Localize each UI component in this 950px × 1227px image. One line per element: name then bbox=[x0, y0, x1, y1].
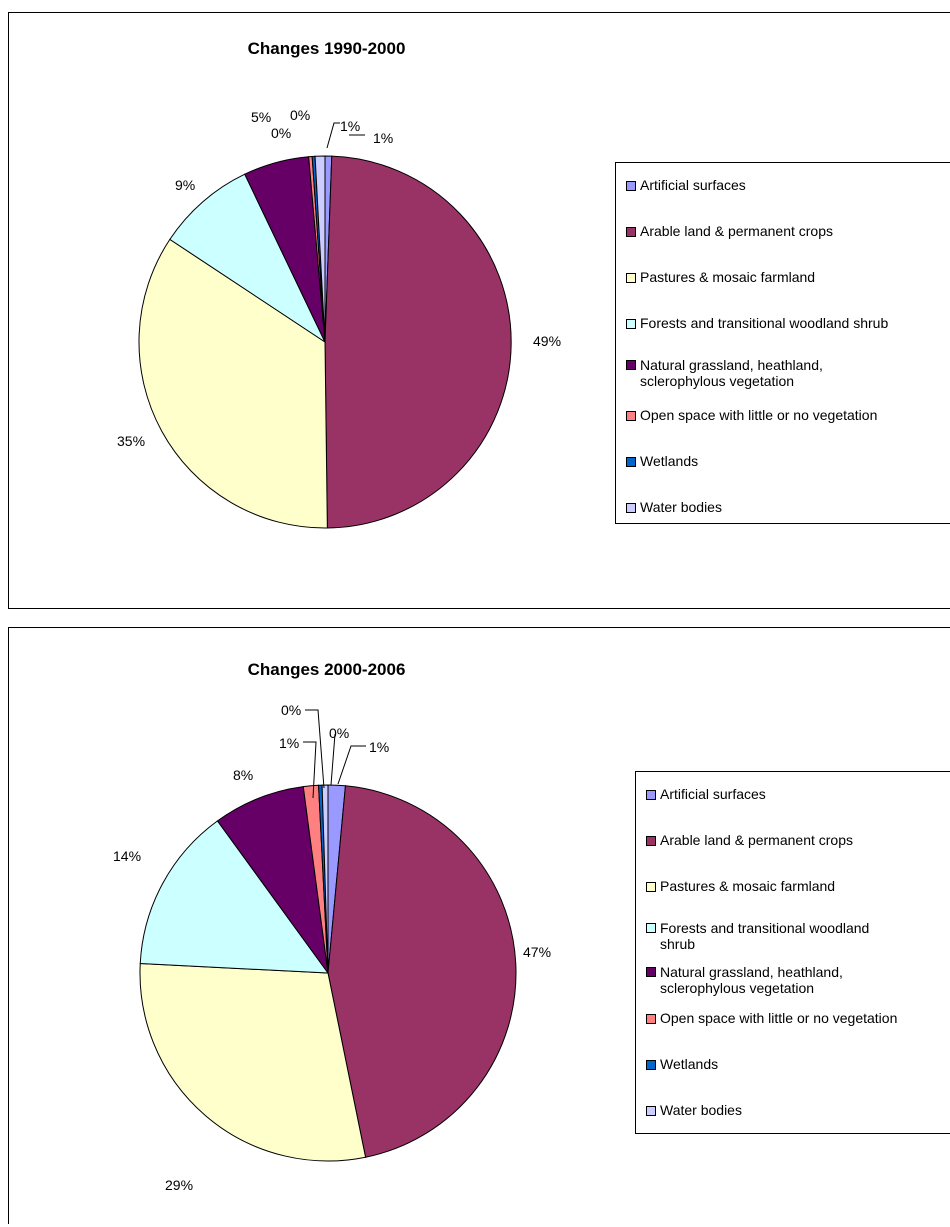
data-label-open-space-with-little-or-no-vegetation: 1% bbox=[279, 735, 299, 751]
legend-label: Artificial surfaces bbox=[640, 177, 746, 193]
legend-label: Wetlands bbox=[660, 1056, 719, 1072]
data-label-water-bodies: 0% bbox=[329, 725, 349, 741]
legend-swatch bbox=[646, 836, 656, 846]
data-label-arable-land-permanent-crops: 49% bbox=[533, 333, 561, 349]
legend-swatch bbox=[626, 411, 636, 421]
data-label-wetlands: 0% bbox=[290, 107, 310, 123]
pie-slice-water-bodies bbox=[314, 155, 326, 343]
data-label-leader-line bbox=[326, 122, 340, 149]
data-label-leader-line bbox=[337, 745, 366, 785]
legend-swatch bbox=[646, 882, 656, 892]
chart-title: Changes 2000-2006 bbox=[247, 660, 406, 679]
legend-swatch bbox=[646, 923, 656, 933]
pie-slice-natural-grassland-heathland-sclerophylous-vegetation bbox=[216, 786, 329, 974]
pie-chart-1990-2000: 1%49%35%9%5%0%0%1% bbox=[117, 107, 561, 529]
data-label-natural-grassland-heathland-sclerophylous-vegetation: 5% bbox=[251, 109, 271, 125]
data-label-natural-grassland-heathland-sclerophylous-vegetation: 8% bbox=[233, 767, 253, 783]
legend-swatch bbox=[626, 457, 636, 467]
legend-label: Water bodies bbox=[660, 1102, 742, 1118]
legend-swatch bbox=[626, 319, 636, 329]
chart-legend: Artificial surfaces Arable land & permane… bbox=[615, 162, 950, 524]
data-label-pastures-mosaic-farmland: 29% bbox=[165, 1177, 193, 1193]
legend-swatch bbox=[626, 227, 636, 237]
legend-label: Arable land & permanent crops bbox=[660, 832, 853, 848]
legend-label: Natural grassland, heathland, sclerophyl… bbox=[640, 357, 823, 389]
data-label-wetlands: 0% bbox=[281, 702, 301, 718]
data-label-arable-land-permanent-crops: 47% bbox=[523, 944, 551, 960]
legend-swatch bbox=[646, 1060, 656, 1070]
legend-swatch bbox=[646, 1014, 656, 1024]
chart-title: Changes 1990-2000 bbox=[247, 39, 406, 58]
legend-swatch bbox=[646, 790, 656, 800]
legend-swatch bbox=[626, 503, 636, 513]
legend-swatch bbox=[646, 967, 656, 977]
data-label-leader-line bbox=[303, 741, 317, 799]
pie-slice-pastures-mosaic-farmland bbox=[139, 963, 367, 1162]
legend-swatch bbox=[626, 181, 636, 191]
legend-swatch bbox=[646, 1106, 656, 1116]
data-label-leader-line bbox=[305, 709, 325, 789]
data-label-forests-and-transitional-woodland-shrub: 9% bbox=[175, 177, 195, 193]
legend-swatch bbox=[626, 360, 636, 370]
legend-label: Forests and transitional woodland shrub bbox=[660, 920, 870, 952]
legend-label: Natural grassland, heathland, sclerophyl… bbox=[660, 964, 843, 996]
legend-label: Arable land & permanent crops bbox=[640, 223, 833, 239]
pie-slice-water-bodies bbox=[321, 784, 329, 974]
data-label-forests-and-transitional-woodland-shrub: 14% bbox=[113, 848, 141, 864]
data-label-open-space-with-little-or-no-vegetation: 0% bbox=[271, 125, 291, 141]
legend-label: Pastures & mosaic farmland bbox=[640, 269, 816, 285]
data-label-artificial-surfaces: 1% bbox=[373, 130, 393, 146]
data-label-water-bodies: 1% bbox=[340, 118, 360, 134]
pie-slice-forests-and-transitional-woodland-shrub bbox=[139, 820, 330, 974]
data-label-leader-line bbox=[330, 733, 336, 786]
pie-slice-arable-land-permanent-crops bbox=[327, 785, 517, 1158]
legend-label: Artificial surfaces bbox=[660, 786, 766, 802]
legend-label: Pastures & mosaic farmland bbox=[660, 878, 836, 894]
pie-slice-arable-land-permanent-crops bbox=[324, 155, 512, 529]
chart-panel-2000-2006: Changes 2000-2006 1% 47% 29% 14% 8% 1% 0% 0% Ar… bbox=[8, 627, 950, 1224]
legend-label: Open space with little or no vegetation bbox=[660, 1010, 898, 1026]
chart-panel-1990-2000: Changes 1990-2000 1% 49% 35% 9% 5% 0% 0% 1% Art… bbox=[8, 12, 950, 609]
pie-slice-forests-and-transitional-woodland-shrub bbox=[169, 173, 327, 344]
legend-label: Open space with little or no vegetation bbox=[640, 407, 878, 423]
pie-chart-2000-2006: 1% 47% 29% 14% 8% 1% 0% 0% bbox=[113, 702, 551, 1193]
legend-label: Forests and transitional woodland shrub bbox=[640, 315, 889, 331]
legend-label: Water bodies bbox=[640, 499, 722, 515]
pie-slice-pastures-mosaic-farmland bbox=[138, 238, 328, 529]
data-label-pastures-mosaic-farmland: 35% bbox=[117, 433, 145, 449]
legend-swatch bbox=[626, 273, 636, 283]
data-label-artificial-surfaces: 1% bbox=[369, 739, 389, 755]
legend-label: Wetlands bbox=[640, 453, 699, 469]
chart-legend: Artificial surfaces Arable land & permane… bbox=[635, 771, 950, 1134]
